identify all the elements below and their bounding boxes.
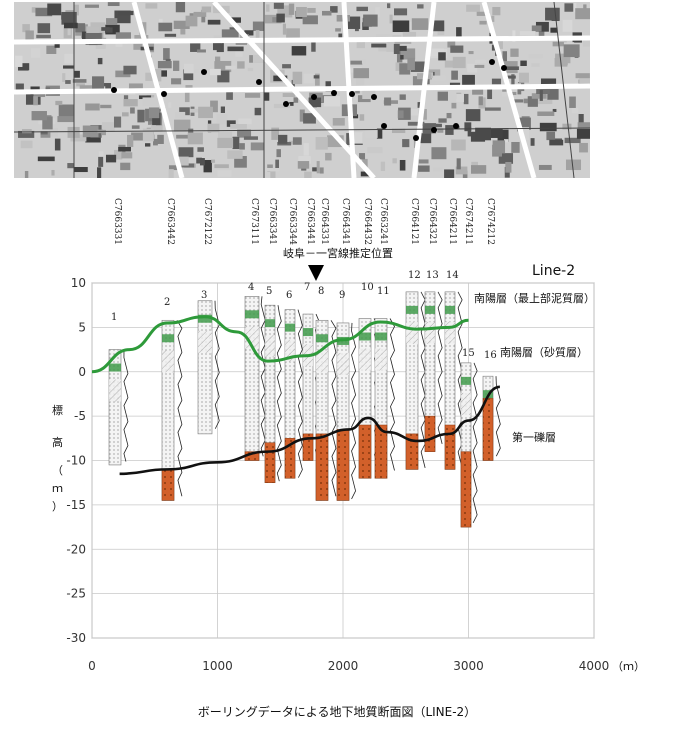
layer-gravel-label: 第一礫層: [512, 430, 556, 444]
location-label: 岐阜－一宮線推定位置: [283, 246, 393, 260]
x-tick-label: 1000: [202, 659, 233, 673]
borehole-column: [264, 304, 282, 483]
x-tick-label: 4000: [579, 659, 610, 673]
borehole-number: 11: [377, 286, 390, 297]
x-axis-ticks: 0 1000 2000 3000 4000: [88, 659, 609, 673]
y-tick-label: -10: [66, 454, 86, 468]
borehole-number: 8: [318, 286, 324, 297]
borehole-column: [444, 291, 463, 470]
borehole-code: C7674211: [463, 198, 473, 245]
borehole-number: 16: [484, 350, 497, 361]
borehole-number: 1: [111, 312, 117, 323]
borehole-number: 12: [408, 270, 421, 281]
x-axis-unit: （ｍ）: [612, 660, 645, 673]
y-tick-label: -5: [74, 409, 86, 423]
y-label-char: ）: [52, 500, 63, 513]
layer-sand-label: 南陽層（砂質層）: [500, 345, 588, 359]
x-tick-label: 3000: [453, 659, 484, 673]
borehole-code: C7663241: [378, 198, 388, 245]
borehole-column: [108, 349, 129, 466]
borehole-code: C7664321: [427, 198, 437, 245]
borehole-column: [244, 296, 266, 461]
layer-upper-mud-label: 南陽層（最上部泥質層）: [474, 291, 595, 305]
y-tick-label: -15: [66, 498, 86, 512]
borehole-column: [284, 309, 303, 479]
y-tick-label: -20: [66, 542, 86, 556]
location-map: [14, 2, 590, 178]
y-tick-label: 0: [78, 365, 86, 379]
borehole-column: [405, 291, 426, 470]
borehole-number: 3: [201, 290, 207, 301]
y-axis-label: 標 高 （ ｍ ）: [52, 403, 63, 513]
y-label-char: 標: [52, 403, 63, 417]
borehole-code: C7664432: [362, 198, 372, 245]
y-tick-label: -25: [66, 587, 86, 601]
borehole-number: 15: [462, 348, 475, 359]
borehole-code: C7672122: [202, 198, 212, 245]
x-tick-label: 2000: [328, 659, 359, 673]
line-label: Line-2: [532, 263, 575, 279]
borehole-code: C7664121: [409, 198, 419, 245]
borehole-number: 5: [266, 286, 272, 297]
borehole-number: 9: [339, 290, 345, 301]
y-tick-label: -30: [66, 631, 86, 645]
borehole-code: C7663344: [287, 198, 297, 245]
borehole-number: 10: [361, 282, 374, 293]
borehole-number: 6: [286, 290, 292, 301]
y-tick-label: 10: [71, 276, 86, 290]
borehole-code: C7664341: [340, 198, 350, 245]
borehole-code: C7663442: [165, 198, 175, 245]
borehole-code: C7664211: [447, 198, 457, 245]
borehole-columns: [108, 291, 501, 528]
gravel-layer-line: [119, 385, 501, 476]
x-tick-label: 0: [88, 659, 96, 673]
y-tick-label: 5: [78, 320, 86, 334]
borehole-column: [315, 319, 337, 501]
borehole-column: [460, 362, 478, 528]
borehole-column: [336, 322, 356, 501]
borehole-codes: C7663331 C7663442 C7672122 C7673111 C7663341…: [112, 198, 495, 245]
borehole-column: [197, 300, 220, 435]
borehole-code: C7664331: [319, 198, 329, 245]
figure-caption: ボーリングデータによる地下地質断面図（LINE-2）: [197, 705, 477, 719]
y-label-char: ｍ: [52, 482, 63, 495]
borehole-code: C7674212: [485, 198, 495, 245]
borehole-code: C7663341: [267, 198, 277, 245]
borehole-number: 2: [164, 297, 170, 308]
borehole-column: [424, 291, 443, 452]
borehole-code: C7663331: [112, 198, 122, 245]
borehole-number: 4: [248, 282, 254, 293]
borehole-column: [374, 318, 395, 479]
borehole-code: C7673111: [249, 198, 259, 245]
y-label-char: 高: [52, 435, 63, 449]
borehole-number: 14: [446, 270, 459, 281]
borehole-code: C7663441: [305, 198, 315, 245]
borehole-number: 7: [304, 282, 310, 293]
borehole-column: [161, 319, 183, 501]
borehole-number: 13: [426, 270, 439, 281]
y-label-char: （: [52, 464, 63, 477]
position-marker-icon: [308, 265, 324, 281]
y-axis-ticks: 10 5 0 -5 -10 -15 -20 -25 -30: [66, 276, 86, 645]
borehole-column: [482, 375, 501, 461]
sand-layer-line: [91, 315, 469, 374]
